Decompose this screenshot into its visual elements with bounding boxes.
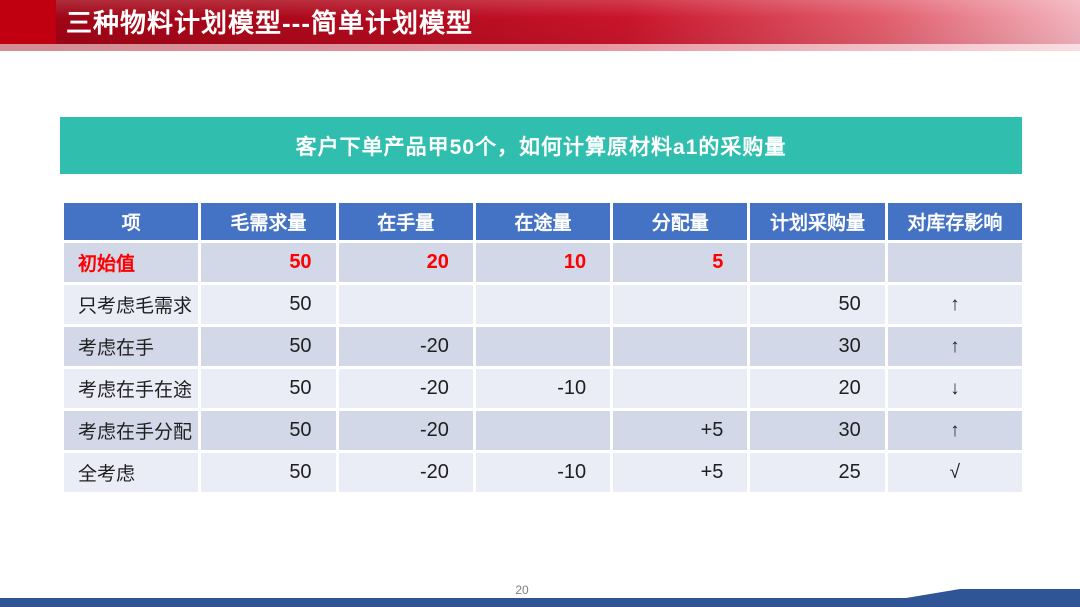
value-cell (613, 369, 748, 408)
question-banner: 客户下单产品甲50个，如何计算原材料a1的采购量 (60, 117, 1022, 174)
row-label-cell: 考虑在手 (64, 327, 199, 366)
row-label-cell: 考虑在手分配 (64, 411, 199, 450)
value-cell: 50 (201, 285, 336, 324)
value-cell (613, 327, 748, 366)
impact-cell: ↑ (887, 285, 1022, 324)
title-bar-gloss (0, 44, 1080, 51)
value-cell: 25 (750, 453, 885, 492)
value-cell (338, 285, 473, 324)
impact-cell: √ (887, 453, 1022, 492)
impact-cell: ↑ (887, 327, 1022, 366)
row-label-cell: 全考虑 (64, 453, 199, 492)
row-label-cell: 初始值 (64, 243, 199, 282)
value-cell: 20 (750, 369, 885, 408)
value-cell: -10 (475, 453, 611, 492)
value-cell (475, 327, 611, 366)
value-cell: -20 (338, 369, 473, 408)
footer-bar (0, 598, 1080, 607)
value-cell (475, 411, 611, 450)
impact-cell: ↓ (887, 369, 1022, 408)
title-bar (0, 0, 1080, 44)
planning-table: 项毛需求量 在手量 在途量 分配量 计划采购量 对库存影响 初始值 50 20 10 5 只考虑毛需求… (64, 203, 1022, 492)
row-label-cell: 只考虑毛需求 (64, 285, 199, 324)
table-header-cell-2: 在手量 (338, 203, 473, 240)
value-cell: 50 (201, 243, 336, 282)
row-label-cell: 考虑在手在途 (64, 369, 199, 408)
value-cell: 30 (750, 327, 885, 366)
value-cell: 10 (475, 243, 611, 282)
value-cell: 20 (338, 243, 473, 282)
slide-title: 三种物料计划模型---简单计划模型 (66, 8, 473, 38)
value-cell: 50 (750, 285, 885, 324)
impact-cell (887, 243, 1022, 282)
value-cell: 50 (201, 453, 336, 492)
value-cell: -10 (475, 369, 611, 408)
value-cell (613, 285, 748, 324)
value-cell (475, 285, 611, 324)
value-cell: +5 (613, 411, 748, 450)
value-cell: -20 (338, 327, 473, 366)
value-cell (750, 243, 885, 282)
value-cell: -20 (338, 411, 473, 450)
value-cell: 50 (201, 327, 336, 366)
title-accent-square (0, 0, 56, 44)
table-header-cell-3: 在途量 (475, 203, 611, 240)
value-cell: 50 (201, 369, 336, 408)
value-cell: 5 (613, 243, 748, 282)
value-cell: 30 (750, 411, 885, 450)
value-cell: -20 (338, 453, 473, 492)
table-header-cell-6: 对库存影响 (887, 203, 1022, 240)
question-banner-text: 客户下单产品甲50个，如何计算原材料a1的采购量 (295, 135, 787, 159)
impact-cell: ↑ (887, 411, 1022, 450)
table-header-cell-0: 项 (64, 203, 199, 240)
table-header-cell-5: 计划采购量 (750, 203, 885, 240)
value-cell: 50 (201, 411, 336, 450)
table-header-cell-1: 毛需求量 (201, 203, 336, 240)
value-cell: +5 (613, 453, 748, 492)
table-header-cell-4: 分配量 (613, 203, 748, 240)
page-number: 20 (515, 583, 529, 597)
